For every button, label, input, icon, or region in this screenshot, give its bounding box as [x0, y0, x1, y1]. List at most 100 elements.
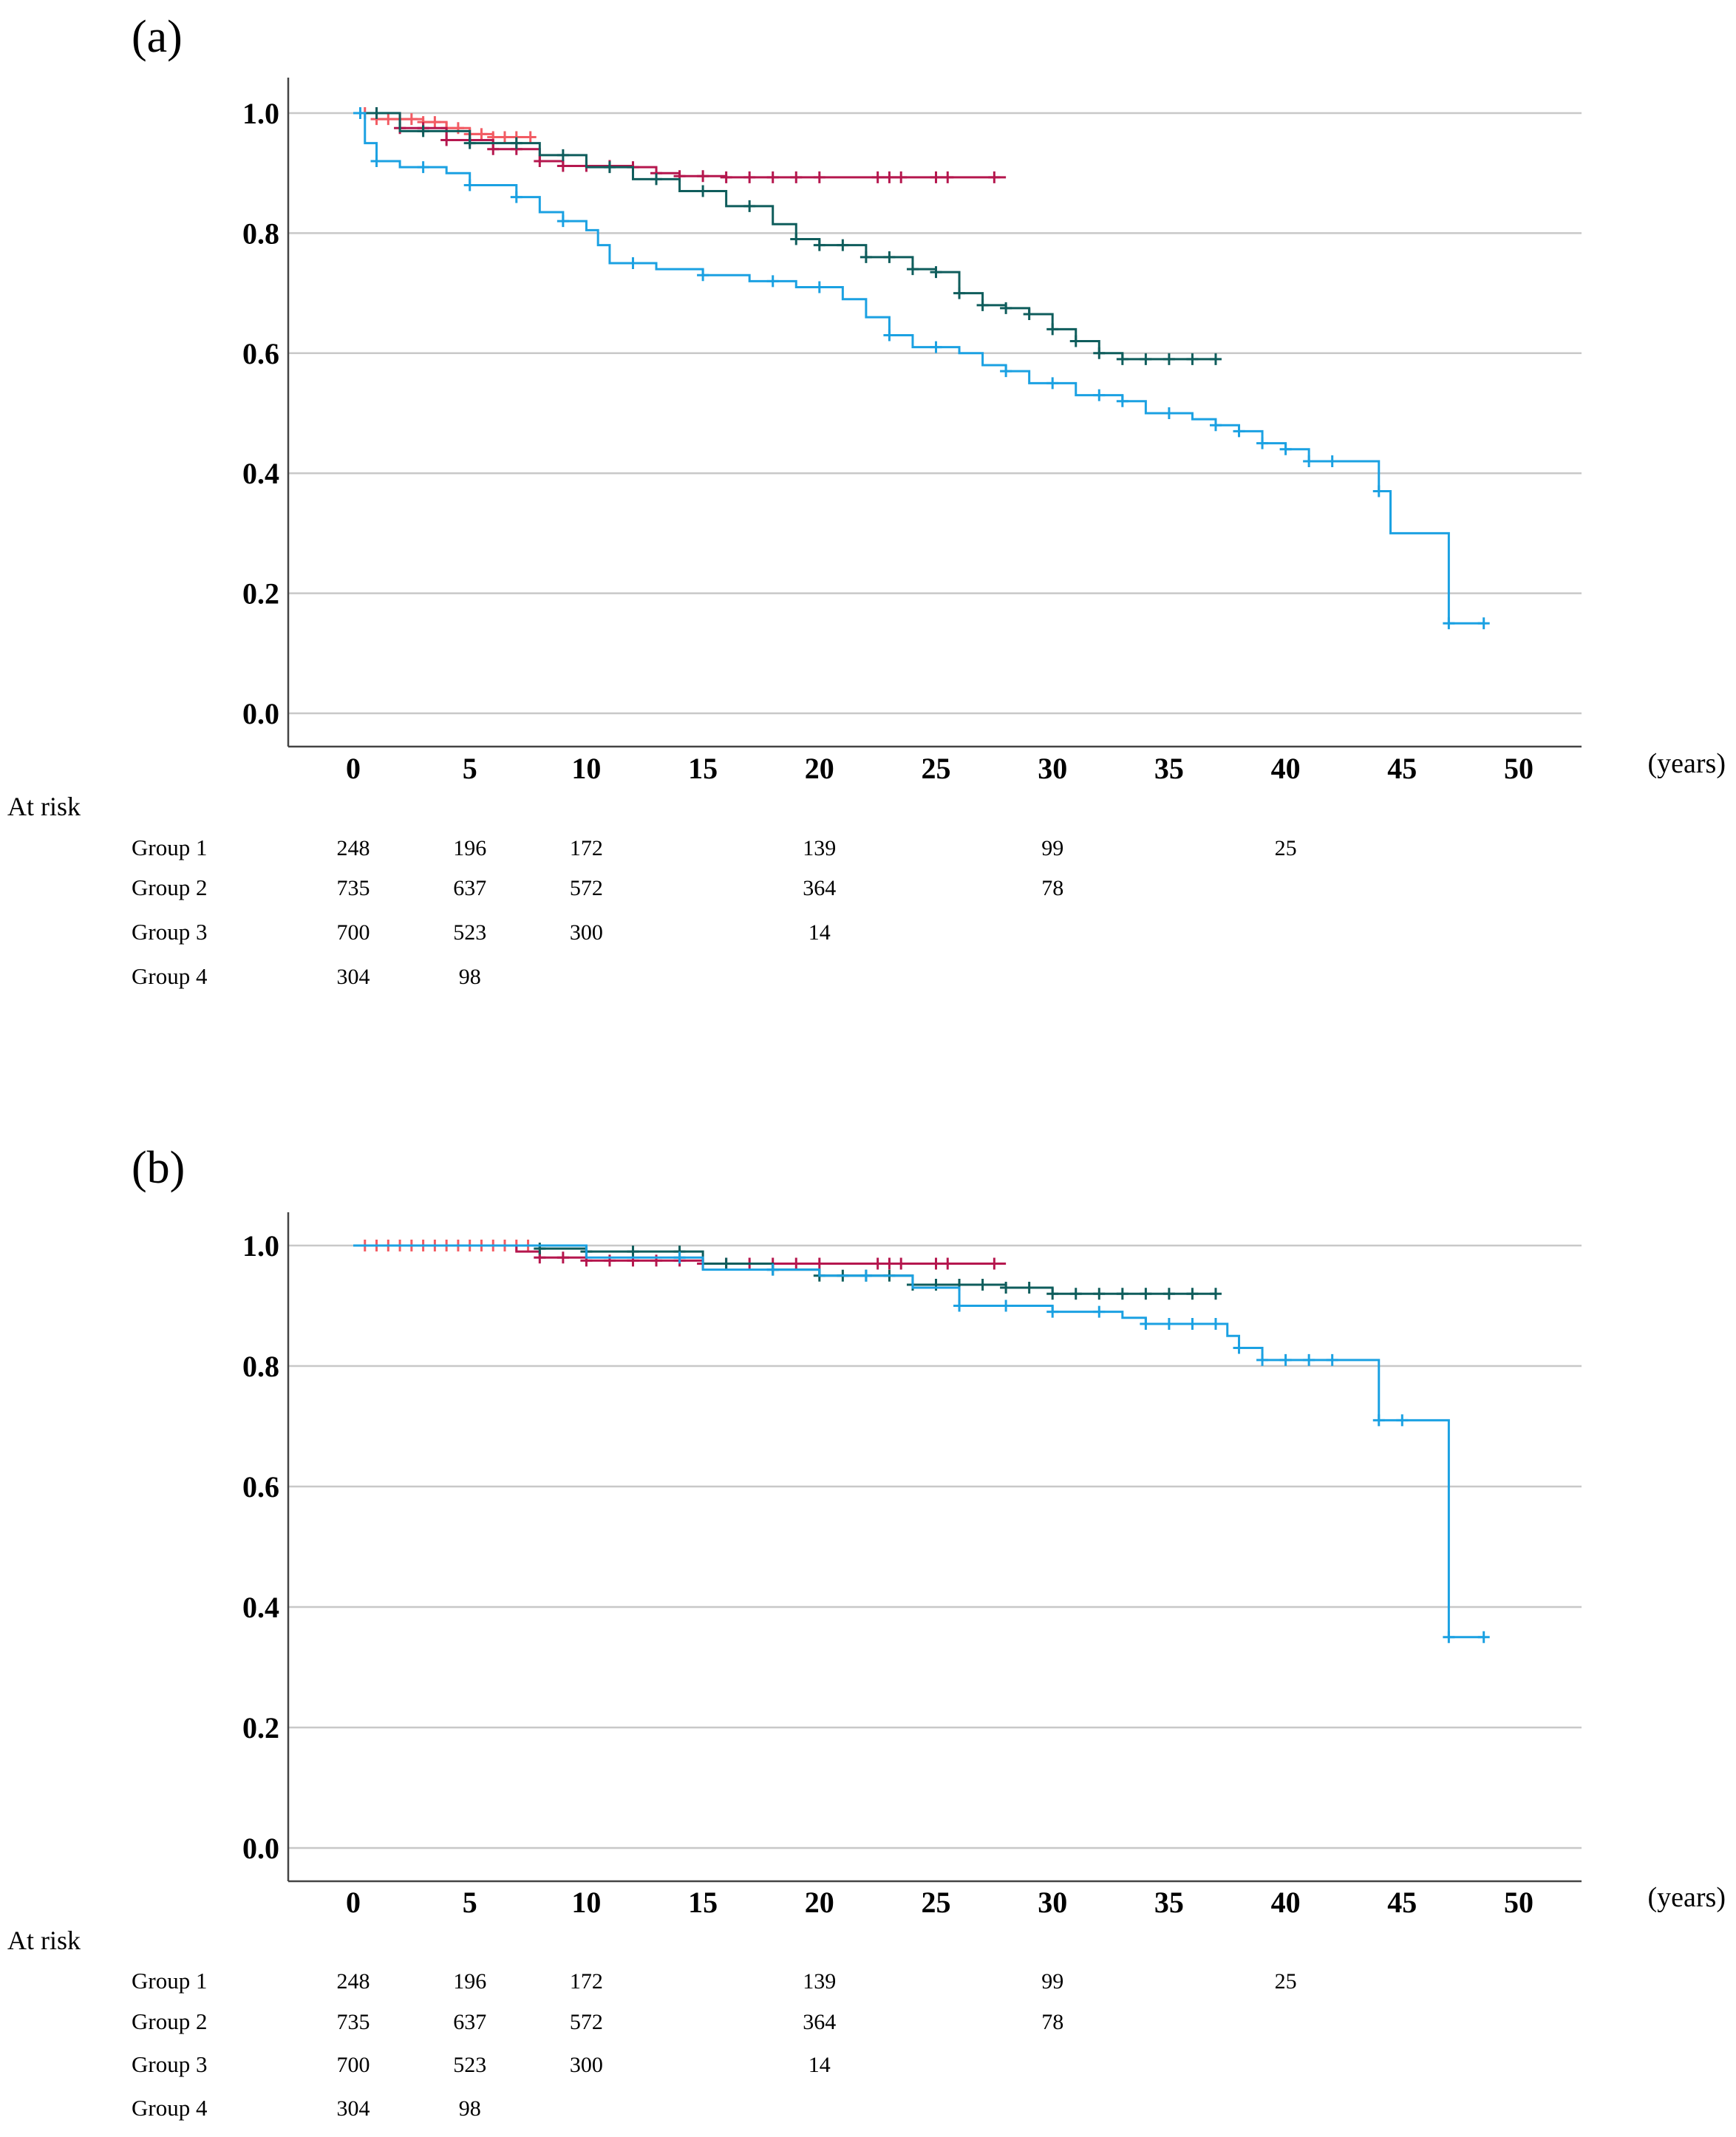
- x-tick-label: 50: [1504, 1886, 1534, 1919]
- at-risk-count: 700: [337, 2053, 370, 2077]
- x-tick-label: 10: [571, 752, 601, 785]
- censor-mark: [1163, 1317, 1175, 1330]
- censor-mark: [510, 191, 522, 203]
- censor-mark: [1116, 353, 1129, 365]
- censor-mark: [953, 287, 966, 299]
- censor-mark: [906, 263, 919, 276]
- at-risk-group-label: Group 4: [132, 963, 208, 989]
- censor-mark: [813, 281, 826, 293]
- x-tick-label: 5: [463, 752, 477, 785]
- at-risk-count: 364: [803, 2010, 836, 2034]
- censor-mark: [1256, 437, 1269, 449]
- censor-mark: [837, 239, 849, 251]
- censor-mark: [603, 1254, 616, 1267]
- censor-mark: [871, 171, 884, 183]
- at-risk-count: 637: [453, 2010, 486, 2034]
- censor-mark: [1209, 1317, 1222, 1330]
- censor-mark: [1116, 395, 1129, 407]
- censor-mark: [743, 171, 756, 183]
- censor-mark: [1186, 1288, 1199, 1300]
- censor-mark: [1209, 1288, 1222, 1300]
- censor-mark: [930, 1257, 942, 1270]
- at-risk-count: 300: [570, 2053, 603, 2077]
- censor-mark: [1443, 617, 1455, 630]
- censor-mark: [1023, 1282, 1035, 1294]
- censor-mark: [475, 128, 488, 140]
- at-risk-count: 300: [570, 920, 603, 945]
- at-risk-count: 98: [459, 965, 481, 989]
- at-risk-count: 700: [337, 920, 370, 945]
- censor-mark: [627, 257, 639, 269]
- censor-mark: [883, 1257, 896, 1270]
- censor-mark: [1000, 302, 1012, 314]
- x-tick-label: 15: [688, 1886, 718, 1919]
- at-risk-group-label: Group 3: [132, 2051, 207, 2077]
- censor-mark: [1326, 455, 1338, 467]
- censor-mark: [1069, 335, 1082, 347]
- at-risk-group-label: Group 2: [132, 2008, 207, 2034]
- km-series: [353, 107, 1007, 183]
- censor-mark: [813, 171, 826, 183]
- censor-mark: [1046, 1305, 1059, 1318]
- censor-mark: [556, 215, 569, 228]
- censor-mark: [790, 1257, 803, 1270]
- censor-mark: [883, 251, 896, 263]
- censor-mark: [1163, 407, 1175, 419]
- censor-mark: [1303, 1353, 1315, 1366]
- censor-mark: [988, 1257, 1001, 1270]
- censor-mark: [1163, 353, 1175, 365]
- censor-mark: [534, 154, 546, 167]
- km-panel: (b) 0.0 0.2 0.4 0.6 0.8 1.0 0 5 10 15 20 25 30 35 40 45 5…: [7, 1143, 1726, 2121]
- censor-mark: [976, 299, 989, 311]
- at-risk-count: 139: [803, 1969, 836, 1994]
- at-risk-count: 523: [453, 920, 486, 945]
- at-risk-count: 196: [453, 1969, 486, 1994]
- censor-mark: [930, 341, 942, 353]
- x-tick-label: 30: [1038, 752, 1067, 785]
- km-series: [353, 107, 1222, 365]
- censor-mark: [942, 1257, 954, 1270]
- x-tick-label: 25: [922, 1886, 951, 1919]
- censor-mark: [697, 185, 709, 197]
- censor-mark: [1093, 389, 1106, 401]
- x-tick-label: 45: [1387, 752, 1417, 785]
- censor-mark: [1163, 1288, 1175, 1300]
- censor-mark: [556, 149, 569, 161]
- censor-mark: [524, 131, 537, 143]
- censor-mark: [895, 171, 908, 183]
- at-risk-group-label: Group 2: [132, 874, 207, 900]
- x-tick-label: 30: [1038, 1886, 1067, 1919]
- censor-mark: [813, 1257, 826, 1270]
- at-risk-count: 172: [570, 836, 603, 860]
- censor-mark: [1023, 308, 1035, 321]
- at-risk-count: 78: [1041, 876, 1063, 900]
- x-tick-label: 5: [463, 1886, 477, 1919]
- km-series: [353, 107, 1490, 630]
- y-tick-label: 0.0: [242, 1832, 279, 1865]
- y-tick-label: 0.4: [242, 1591, 279, 1624]
- censor-mark: [883, 329, 896, 342]
- censor-mark: [463, 179, 476, 191]
- censor-mark: [860, 251, 872, 263]
- at-risk-count: 248: [337, 836, 370, 860]
- censor-mark: [1046, 323, 1059, 336]
- censor-mark: [650, 173, 663, 186]
- censor-mark: [1140, 1317, 1152, 1330]
- censor-mark: [1140, 1288, 1152, 1300]
- censor-mark: [813, 239, 826, 251]
- at-risk-count: 99: [1041, 1969, 1063, 1994]
- at-risk-count: 25: [1275, 836, 1297, 860]
- censor-mark: [1093, 1305, 1106, 1318]
- censor-mark: [1233, 425, 1245, 438]
- censor-mark: [510, 137, 522, 149]
- y-tick-label: 0.2: [242, 577, 279, 611]
- censor-mark: [1256, 1353, 1269, 1366]
- km-series: [353, 1243, 1222, 1300]
- x-tick-label: 50: [1504, 752, 1534, 785]
- survival-curve: [353, 112, 1216, 361]
- censor-mark: [499, 131, 511, 143]
- x-tick-label: 35: [1154, 752, 1184, 785]
- censor-mark: [1046, 1288, 1059, 1300]
- at-risk-group-label: Group 4: [132, 2095, 208, 2121]
- y-tick-label: 0.2: [242, 1711, 279, 1744]
